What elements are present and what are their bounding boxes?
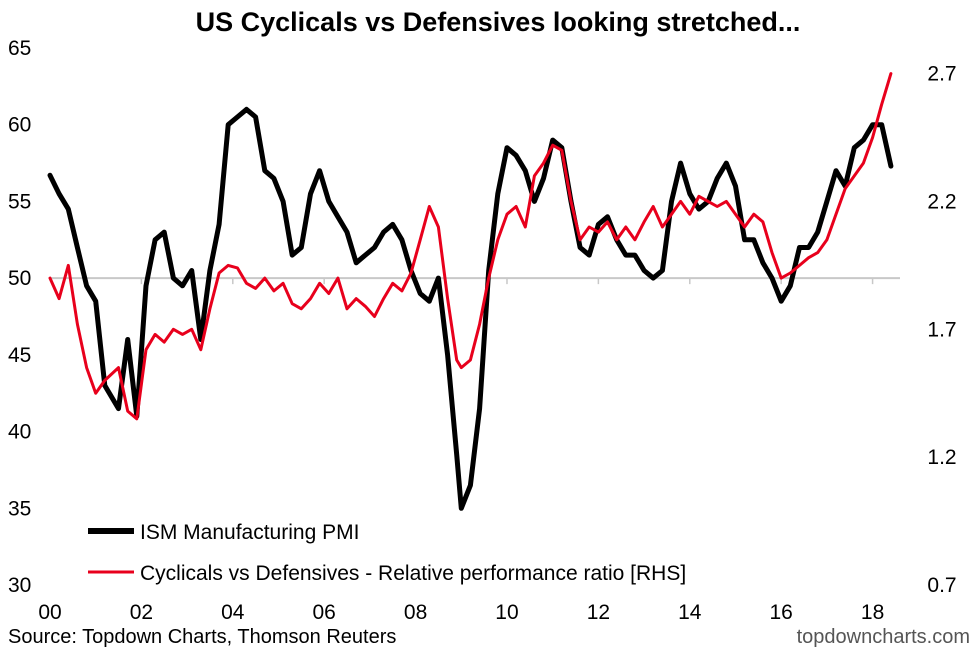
left-tick-label: 35 [8, 497, 31, 520]
left-tick-label: 40 [8, 421, 31, 444]
legend-label-pmi: ISM Manufacturing PMI [140, 521, 359, 544]
legend-label-ratio: Cyclicals vs Defensives - Relative perfo… [140, 562, 686, 585]
x-tick-label: 08 [404, 601, 427, 624]
left-tick-label: 45 [8, 344, 31, 367]
left-tick-label: 50 [8, 267, 31, 290]
left-tick-label: 60 [8, 114, 31, 137]
brand-watermark: topdowncharts.com [796, 626, 970, 648]
x-tick-label: 14 [678, 601, 702, 624]
x-tick-label: 06 [313, 601, 336, 624]
source-note: Source: Topdown Charts, Thomson Reuters [8, 626, 397, 648]
right-tick-label: 2.2 [927, 190, 956, 213]
x-tick-label: 10 [495, 601, 518, 624]
series-line-ratio [48, 72, 893, 421]
series-layer [47, 72, 894, 511]
right-tick-label: 2.7 [927, 63, 956, 86]
x-tick-label: 18 [861, 601, 884, 624]
right-tick-label: 0.7 [927, 574, 956, 597]
right-tick-label: 1.7 [927, 318, 956, 341]
x-tick-label: 12 [587, 601, 610, 624]
x-tick-label: 04 [221, 601, 245, 624]
left-tick-label: 65 [8, 37, 31, 60]
chart-title: US Cyclicals vs Defensives looking stret… [196, 7, 801, 37]
left-tick-label: 30 [8, 574, 31, 597]
series-line-pmi [47, 106, 894, 511]
x-tick-label: 16 [770, 601, 793, 624]
legend: ISM Manufacturing PMI Cyclicals vs Defen… [88, 521, 686, 585]
left-tick-label: 55 [8, 190, 31, 213]
x-tick-label: 00 [38, 601, 61, 624]
left-axis-ticks: 30 35 40 45 50 55 60 65 [8, 37, 31, 597]
right-axis-ticks: 0.7 1.2 1.7 2.2 2.7 [927, 63, 956, 597]
right-tick-label: 1.2 [927, 446, 956, 469]
x-axis: 00 02 04 06 08 10 12 14 16 18 [38, 601, 884, 624]
x-tick-label: 02 [130, 601, 153, 624]
